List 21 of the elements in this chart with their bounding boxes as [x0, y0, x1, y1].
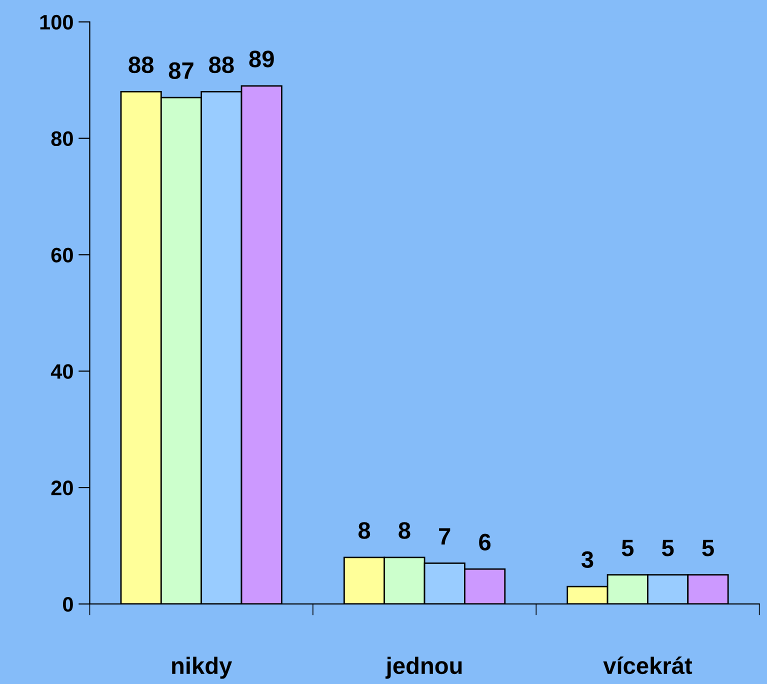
x-tick-label: jednou — [385, 656, 462, 679]
x-tick-label: vícekrát — [603, 656, 692, 674]
y-tick-label: 60 — [51, 248, 73, 262]
data-label: 5 — [702, 540, 714, 556]
data-label: 6 — [479, 534, 491, 550]
x-tick-label: nikdy — [172, 656, 232, 679]
y-tick-label: 0 — [63, 596, 73, 612]
data-label: 87 — [168, 62, 194, 80]
data-label: 88 — [209, 56, 234, 74]
y-tick-label: 80 — [51, 131, 73, 146]
data-label: 5 — [662, 540, 674, 556]
data-label: 88 — [128, 56, 154, 74]
data-label: 89 — [249, 50, 274, 68]
y-tick-label: 100 — [40, 14, 73, 30]
data-label: 5 — [622, 540, 634, 556]
y-tick-label: 40 — [50, 364, 73, 379]
data-label: 8 — [398, 522, 410, 539]
data-label: 8 — [358, 522, 370, 539]
y-tick-label: 20 — [51, 480, 73, 496]
data-label: 7 — [439, 528, 450, 544]
data-label: 3 — [581, 551, 594, 568]
